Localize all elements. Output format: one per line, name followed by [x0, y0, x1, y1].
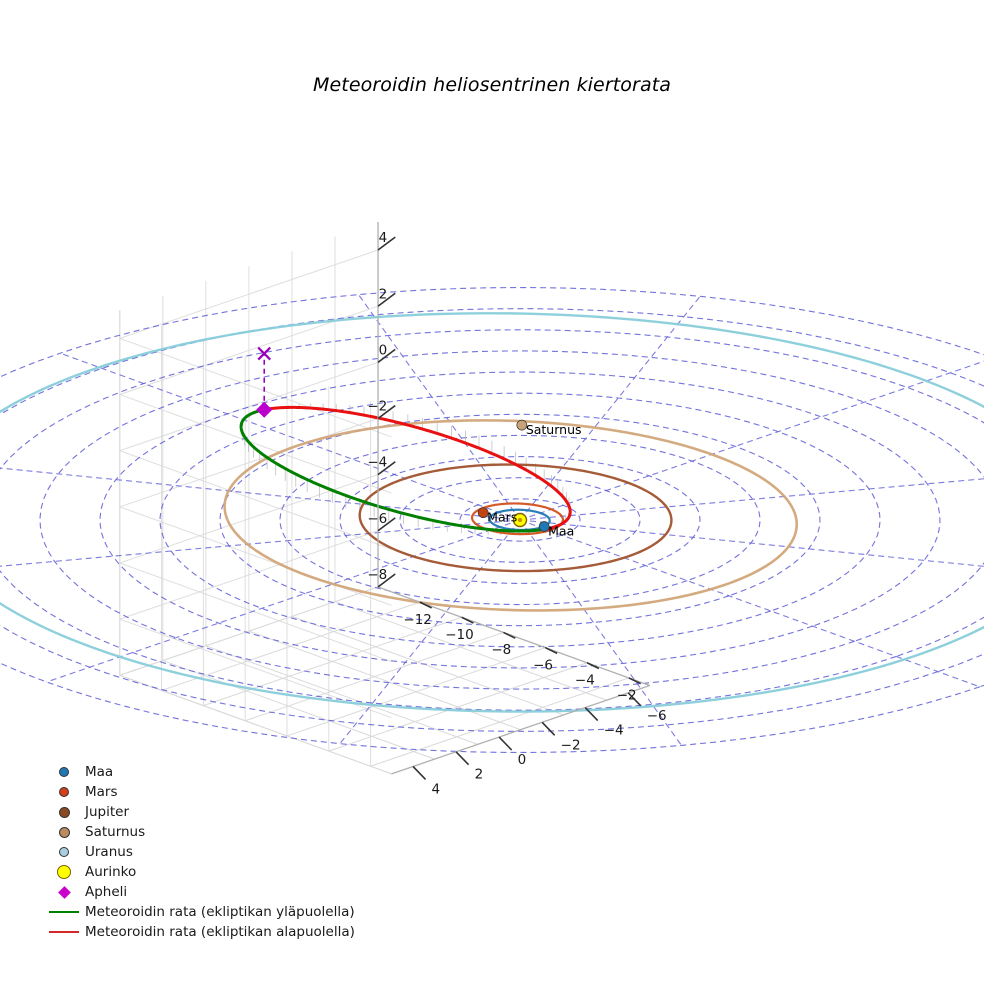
- legend-item-label: Jupiter: [85, 804, 130, 820]
- legend-item-meteoroidin[interactable]: Meteoroidin rata (ekliptikan alapuolella…: [47, 922, 355, 942]
- z-tick-4: −4: [367, 455, 387, 471]
- polar-grid: [0, 286, 984, 754]
- legend-item-label: Uranus: [85, 844, 133, 860]
- legend-item-apheli[interactable]: Apheli: [47, 882, 355, 902]
- label-maa: Maa: [548, 523, 574, 538]
- y-tick-5: 4: [432, 781, 441, 797]
- legend-item-label: Saturnus: [85, 824, 146, 840]
- planet-orbits: [0, 312, 984, 713]
- axes-pane-grid: [119, 221, 650, 775]
- legend-marker-circle-icon: [59, 787, 69, 797]
- y-tick-3: 0: [518, 752, 527, 768]
- legend-marker-line-icon: [49, 911, 79, 913]
- legend-marker-circle-icon: [58, 826, 70, 838]
- y-tick-0: −6: [647, 708, 667, 724]
- axis-lines-ticks: [377, 221, 650, 781]
- y-tick-4: 2: [475, 767, 484, 783]
- legend-item-aurinko[interactable]: Aurinko: [47, 862, 355, 882]
- x-tick-1: −10: [445, 627, 474, 643]
- body-text-labels: Maa Mars Saturnus: [487, 422, 581, 538]
- legend-item-saturnus[interactable]: Saturnus: [47, 822, 355, 842]
- legend-marker-circle-icon: [59, 847, 69, 857]
- legend-marker-circle-icon: [57, 865, 71, 879]
- body-markers: [256, 346, 550, 532]
- z-tick-3: −2: [367, 399, 387, 415]
- legend-item-label: Aurinko: [85, 864, 137, 880]
- legend-item-label: Meteoroidin rata (ekliptikan yläpuolella…: [85, 904, 355, 920]
- legend-marker-line-icon: [49, 931, 79, 933]
- label-mars: Mars: [487, 510, 517, 525]
- axis-tick-labels: −12 −10 −8 −6 −4 −2 −6 −4 −2 0 2 4 4 2 0 −2 −4 −6 −8: [367, 230, 666, 797]
- x-tick-5: −2: [617, 688, 637, 704]
- legend-item-label: Meteoroidin rata (ekliptikan alapuolella…: [85, 924, 355, 940]
- x-tick-3: −6: [533, 657, 553, 673]
- legend-marker-diamond-icon: [57, 885, 71, 899]
- legend-item-mars[interactable]: Mars: [47, 782, 355, 802]
- legend-item-uranus[interactable]: Uranus: [47, 842, 355, 862]
- x-tick-4: −4: [575, 673, 595, 689]
- z-tick-2: 0: [379, 342, 388, 358]
- page-title: Meteoroidin heliosentrinen kiertorata: [313, 74, 671, 96]
- z-tick-5: −6: [367, 511, 387, 527]
- legend-item-label: Maa: [85, 764, 114, 780]
- chart-legend: Maa Mars Jupiter Saturnus Uranus Aurinko Aphel…: [47, 762, 355, 942]
- label-saturnus: Saturnus: [526, 422, 582, 437]
- legend-marker-circle-icon: [59, 767, 69, 777]
- meteoroid-track: [239, 405, 572, 533]
- z-tick-0: 4: [379, 230, 388, 246]
- legend-item-label: Mars: [85, 784, 118, 800]
- z-tick-1: 2: [379, 286, 388, 302]
- y-tick-2: −2: [561, 737, 581, 753]
- legend-item-maa[interactable]: Maa: [47, 762, 355, 782]
- z-tick-6: −8: [367, 567, 387, 583]
- legend-marker-circle-icon: [58, 806, 70, 818]
- y-tick-1: −4: [604, 723, 624, 739]
- legend-item-label: Apheli: [85, 884, 128, 900]
- x-tick-2: −8: [491, 642, 511, 658]
- x-tick-0: −12: [403, 612, 432, 628]
- legend-item-jupiter[interactable]: Jupiter: [47, 802, 355, 822]
- legend-item-meteoroidin[interactable]: Meteoroidin rata (ekliptikan yläpuolella…: [47, 902, 355, 922]
